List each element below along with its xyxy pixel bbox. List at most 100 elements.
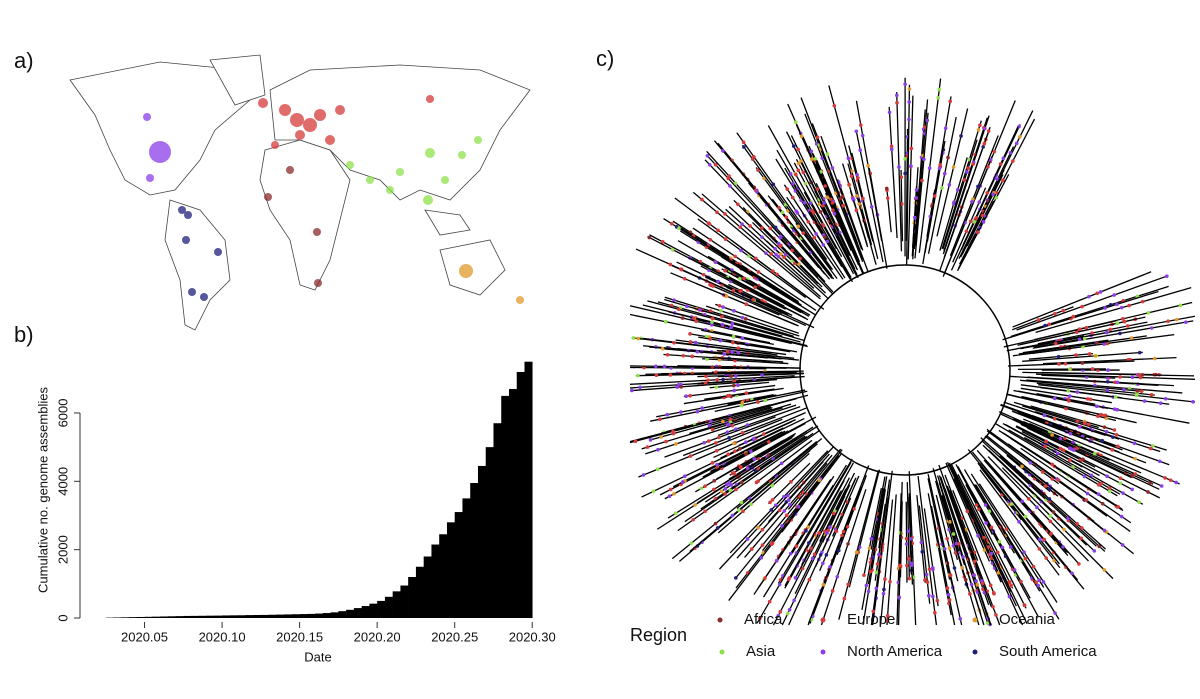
tree-tip [793, 120, 798, 125]
tree-tip [1138, 375, 1143, 380]
tree-branch [1030, 405, 1115, 431]
legend-label: North America [847, 643, 943, 660]
tree-tip [948, 99, 953, 104]
tree-branch [942, 139, 978, 250]
tree-tip [907, 117, 911, 122]
tree-tip [909, 164, 913, 168]
tree-tip [788, 551, 793, 556]
tree-tip [667, 494, 672, 499]
tree-tip [1140, 373, 1145, 377]
tree-tip [749, 547, 754, 551]
tree-tip [1048, 519, 1053, 524]
tree-tip [738, 225, 743, 229]
tree-tip [1058, 436, 1063, 441]
tree-tip [723, 212, 727, 216]
tree-tip [715, 210, 719, 215]
tree-tip [812, 552, 817, 557]
tree-tip [970, 200, 974, 204]
tree-branch [721, 268, 802, 314]
tree-branch [698, 336, 791, 353]
tree-branch [1036, 373, 1196, 380]
tree-branch [1028, 352, 1094, 360]
tree-tip [888, 579, 892, 584]
x-tick-label: 2020.20 [354, 629, 401, 644]
tree-tip [1026, 497, 1031, 501]
tree-tip [778, 235, 783, 240]
tree-tip [732, 388, 736, 393]
tree-tip [1042, 537, 1046, 542]
tree-tip [919, 540, 924, 545]
tree-tip [912, 215, 917, 220]
tree-tip [668, 487, 673, 492]
tree-tip [1108, 327, 1113, 332]
tree-tip [714, 449, 719, 453]
tree-tip [925, 118, 930, 123]
tree-branch [1018, 335, 1147, 355]
tree-branch [736, 132, 828, 260]
tree-tip [846, 582, 850, 587]
tree-tip [972, 220, 977, 224]
tree-branch [677, 429, 821, 532]
tree-tip [965, 170, 969, 174]
tree-tip [992, 149, 997, 154]
tree-tip [923, 578, 927, 582]
tree-tip [1019, 579, 1023, 584]
tree-tip [1096, 483, 1101, 487]
tree-tip [658, 417, 662, 422]
tree-tip [1104, 429, 1109, 434]
tree-tip [767, 440, 771, 444]
tree-tip [957, 541, 961, 546]
tree-tip [877, 552, 881, 557]
tree-tip [775, 272, 779, 277]
tree-tip [710, 316, 715, 321]
tree-tip [695, 349, 700, 354]
tree-tip [648, 438, 653, 442]
legend-swatch [717, 617, 723, 623]
tree-tip [1001, 178, 1005, 183]
tree-tip [732, 379, 736, 383]
tree-tip [763, 576, 767, 580]
tree-tip [630, 388, 634, 393]
tree-branch [701, 329, 774, 346]
tree-tip [1121, 491, 1125, 495]
tree-branch [664, 422, 806, 500]
bar [423, 556, 432, 618]
tree-tip [723, 268, 727, 273]
tree-tip [1017, 520, 1021, 524]
tree-branch [1023, 418, 1180, 485]
tree-tip [985, 621, 990, 625]
tree-branch [951, 499, 992, 607]
tree-tip [1078, 327, 1082, 332]
tree-tip [1053, 311, 1057, 316]
tree-tip [909, 146, 914, 151]
bar [291, 614, 300, 618]
tree-branch [1003, 320, 1117, 348]
tree-tip [806, 525, 811, 529]
tree-branch [1006, 454, 1051, 493]
tree-tip [976, 230, 980, 234]
tree-tip [1041, 580, 1046, 584]
tree-tip [701, 272, 706, 277]
tree-tip [688, 393, 692, 398]
tree-branch [670, 272, 799, 327]
tree-branch [718, 445, 835, 570]
tree-tip [989, 556, 994, 560]
tree-tip [760, 527, 765, 532]
bar [191, 615, 200, 618]
tree-branch [707, 406, 773, 427]
tree-tip [730, 321, 735, 326]
tree-tip [709, 323, 714, 327]
tree-tip [778, 252, 783, 256]
tree-tip [1168, 478, 1173, 482]
tree-tip [1106, 368, 1110, 372]
tree-tip [980, 581, 985, 586]
tree-tip [1105, 341, 1109, 346]
tree-branch [1022, 351, 1143, 362]
tree-tip [907, 576, 912, 581]
tree-tip [952, 566, 957, 570]
tree-tip [976, 533, 980, 538]
tree-tip [969, 582, 974, 587]
map-point [474, 136, 482, 144]
tree-tip [795, 211, 800, 215]
